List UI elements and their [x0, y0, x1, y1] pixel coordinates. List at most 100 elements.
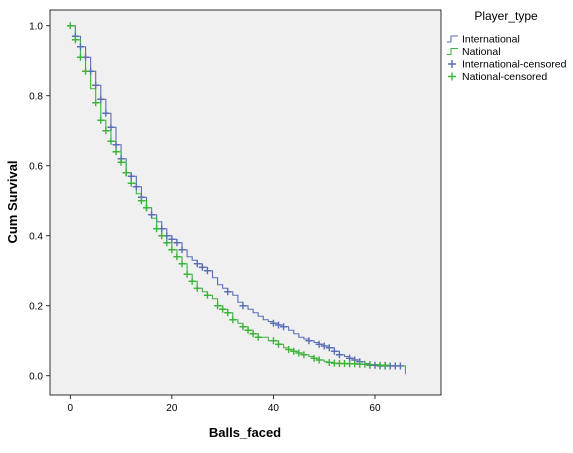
censor-mark-national [224, 309, 232, 317]
censor-mark-international [320, 342, 328, 350]
censor-mark-international [315, 340, 323, 348]
x-tick-label: 40 [268, 403, 280, 414]
censor-mark-international [97, 95, 105, 103]
censor-mark-national [153, 225, 161, 233]
censor-mark-national [102, 127, 110, 135]
legend-label: International-censored [462, 59, 567, 71]
censor-mark-national [127, 179, 135, 187]
censor-mark-national [275, 340, 283, 348]
censor-mark-international [193, 260, 201, 268]
legend-entry: International-censored [448, 59, 567, 71]
plot-area [49, 9, 442, 396]
censor-mark-international [325, 344, 333, 352]
censor-mark-national [66, 22, 74, 30]
censor-mark-national [188, 277, 196, 285]
censor-mark-international [280, 323, 288, 331]
y-axis-title: Cum Survival [5, 160, 20, 243]
censor-mark-national [239, 323, 247, 331]
x-axis-title: Balls_faced [209, 425, 281, 440]
censor-mark-international [107, 123, 115, 131]
censor-mark-national [142, 204, 150, 212]
censor-mark-international [173, 239, 181, 247]
censor-mark-national [214, 302, 222, 310]
censor-mark-international [92, 81, 100, 89]
censor-mark-international [76, 43, 84, 51]
censor-mark-national [122, 169, 130, 177]
censor-mark-national [112, 148, 120, 156]
censor-mark-national [163, 239, 171, 247]
censor-mark-national [117, 158, 125, 166]
legend-line-swatch [447, 35, 458, 43]
censor-mark-national [229, 316, 237, 324]
censor-mark-international [239, 302, 247, 310]
censor-mark-national [269, 337, 277, 345]
censor-mark-national [71, 36, 79, 44]
censor-mark-national [183, 270, 191, 278]
censor-mark-international [396, 362, 404, 370]
legend-line-swatch [447, 47, 458, 56]
censor-mark-national [295, 349, 303, 357]
y-tick-label: 1.0 [29, 21, 43, 32]
censor-mark-national [168, 246, 176, 254]
censor-mark-national [381, 361, 389, 369]
censor-mark-national [193, 284, 201, 292]
x-tick-label: 20 [166, 403, 178, 414]
y-axis: 0.0 0.2 0.4 0.6 0.8 1.0 [29, 21, 50, 382]
legend-entry: National [447, 46, 501, 58]
y-tick-label: 0.0 [29, 371, 43, 382]
censor-mark-national [137, 197, 145, 205]
x-tick-label: 60 [369, 403, 381, 414]
y-tick-label: 0.4 [29, 231, 43, 242]
censor-mark-national [203, 291, 211, 299]
legend-title: Player_type [474, 9, 538, 23]
censor-mark-national [97, 116, 105, 124]
censor-mark-national [315, 356, 323, 364]
censor-mark-national [366, 361, 374, 369]
censor-mark-international [275, 321, 283, 329]
censor-mark-international [203, 267, 211, 275]
x-axis: 0 20 40 60 [68, 395, 381, 414]
legend-label: International [462, 34, 520, 46]
y-tick-label: 0.6 [29, 161, 43, 172]
censor-mark-national [158, 232, 166, 240]
legend-censor-swatch [448, 60, 456, 68]
censor-mark-national [310, 354, 318, 362]
censor-mark-international [132, 183, 140, 191]
legend: Player_type InternationalNationalInterna… [447, 9, 567, 83]
y-tick-label: 0.8 [29, 91, 43, 102]
legend-label: National [462, 46, 501, 58]
x-tick-label: 0 [68, 403, 74, 414]
censor-mark-international [127, 172, 135, 180]
censor-mark-international [198, 263, 206, 271]
censor-mark-international [178, 246, 186, 254]
censor-mark-international [112, 141, 120, 149]
censor-mark-international [330, 347, 338, 355]
censor-mark-international [335, 351, 343, 359]
censor-mark-national [254, 333, 262, 341]
censor-mark-international [305, 337, 313, 345]
censor-mark-national [290, 347, 298, 355]
censor-mark-national [76, 53, 84, 61]
censor-mark-national [249, 330, 257, 338]
legend-label: National-censored [462, 71, 547, 83]
censor-mark-international [148, 211, 156, 219]
censor-mark-international [269, 319, 277, 327]
censor-mark-national [82, 67, 90, 75]
censor-mark-national [219, 305, 227, 313]
legend-entry: International [447, 34, 520, 46]
censor-marks [66, 22, 404, 370]
censor-mark-international [168, 235, 176, 243]
censor-mark-national [285, 346, 293, 353]
y-tick-label: 0.2 [29, 301, 43, 312]
censor-mark-national [92, 99, 100, 107]
legend-entry: National-censored [448, 71, 547, 83]
censor-mark-international [224, 288, 232, 296]
censor-mark-national [107, 137, 115, 145]
censor-mark-national [178, 260, 186, 268]
legend-censor-swatch [448, 72, 456, 81]
legend-entries: InternationalNationalInternational-censo… [447, 34, 567, 83]
censor-mark-international [102, 109, 110, 117]
censor-mark-national [300, 351, 308, 359]
censor-mark-national [173, 253, 181, 261]
